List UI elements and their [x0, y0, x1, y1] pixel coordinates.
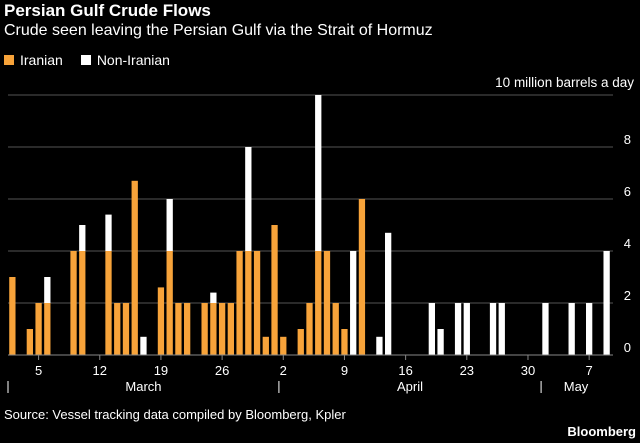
bar-non-iranian [210, 292, 217, 303]
x-tick-label: 2 [280, 363, 287, 378]
bar-iranian [306, 303, 313, 355]
bar-iranian [44, 303, 51, 355]
legend-label-non-iranian: Non-Iranian [96, 52, 170, 68]
x-tick-label: 23 [460, 363, 474, 378]
bar-non-iranian [376, 336, 383, 355]
month-label: March [125, 379, 161, 394]
bar-iranian [9, 277, 16, 355]
bar-non-iranian [105, 214, 112, 251]
month-label: May [564, 379, 589, 394]
bar-iranian [271, 225, 278, 355]
bar-iranian [315, 251, 322, 355]
legend-item-non-iranian: Non-Iranian [80, 52, 170, 68]
x-tick-label: 16 [398, 363, 412, 378]
bar-iranian [70, 251, 77, 355]
bar-iranian [218, 303, 226, 355]
bar-iranian [26, 329, 33, 355]
bar-non-iranian [385, 232, 392, 355]
y-tick-label: 0 [624, 340, 631, 355]
legend-item-iranian: Iranian [4, 52, 63, 68]
bar-non-iranian [586, 303, 593, 355]
bar-iranian [227, 303, 234, 355]
bar-iranian [79, 251, 86, 355]
bar-iranian [210, 303, 217, 355]
bar-non-iranian [79, 225, 86, 251]
legend: Iranian Non-Iranian [4, 52, 188, 68]
y-tick-label: 8 [624, 132, 631, 147]
bar-iranian [332, 303, 339, 355]
bar-iranian [105, 251, 112, 355]
y-tick-label: 2 [624, 288, 631, 303]
month-label: April [397, 379, 423, 394]
legend-swatch-iranian [4, 55, 14, 65]
bar-non-iranian [166, 199, 173, 251]
x-tick-label: 19 [154, 363, 168, 378]
bar-non-iranian [489, 303, 497, 355]
bar-iranian [358, 199, 366, 355]
bar-iranian [280, 336, 287, 355]
bar-non-iranian [350, 251, 357, 355]
bar-non-iranian [498, 303, 505, 355]
bar-non-iranian [463, 303, 470, 355]
bar-iranian [201, 303, 208, 355]
bar-iranian [262, 336, 269, 355]
bar-non-iranian [437, 329, 444, 355]
bar-iranian [157, 287, 165, 355]
x-tick-label: 9 [341, 363, 348, 378]
bar-iranian [236, 251, 243, 355]
bar-iranian [175, 303, 182, 355]
x-tick-label: 5 [35, 363, 42, 378]
chart-title: Persian Gulf Crude Flows [4, 1, 211, 20]
bar-non-iranian [542, 303, 549, 355]
x-tick-label: 12 [93, 363, 107, 378]
chart-subtitle: Crude seen leaving the Persian Gulf via … [4, 22, 433, 39]
bar-non-iranian [454, 303, 462, 355]
y-tick-label: 4 [624, 236, 631, 251]
x-tick-label: 7 [586, 363, 593, 378]
bar-non-iranian [428, 303, 435, 355]
x-tick-label: 26 [215, 363, 229, 378]
y-axis-units-label: 10 million barrels a day [495, 75, 634, 90]
bar-non-iranian [603, 251, 610, 355]
bar-iranian [166, 251, 173, 355]
legend-label-iranian: Iranian [20, 52, 63, 68]
bar-non-iranian [315, 95, 322, 251]
bar-iranian [253, 251, 261, 355]
legend-swatch-non-iranian [80, 55, 91, 65]
bloomberg-logo: Bloomberg [567, 424, 636, 439]
bar-non-iranian [44, 277, 51, 303]
bar-iranian [122, 303, 130, 355]
bar-iranian [341, 329, 348, 355]
bar-iranian [114, 303, 121, 355]
bar-iranian [323, 251, 331, 355]
bar-iranian [35, 303, 42, 355]
bar-non-iranian [568, 303, 575, 355]
bar-iranian [245, 251, 252, 355]
bar-iranian [297, 329, 304, 355]
x-tick-label: 30 [521, 363, 535, 378]
bar-non-iranian [245, 147, 252, 251]
source-note: Source: Vessel tracking data compiled by… [4, 407, 346, 422]
bar-iranian [131, 180, 138, 355]
chart-plot: 0 2 4 6 8 5 12 19 26 2 9 16 23 30 7 March April May [7, 94, 631, 394]
bar-non-iranian [140, 336, 147, 355]
y-tick-label: 6 [624, 184, 631, 199]
bar-iranian [184, 303, 191, 355]
